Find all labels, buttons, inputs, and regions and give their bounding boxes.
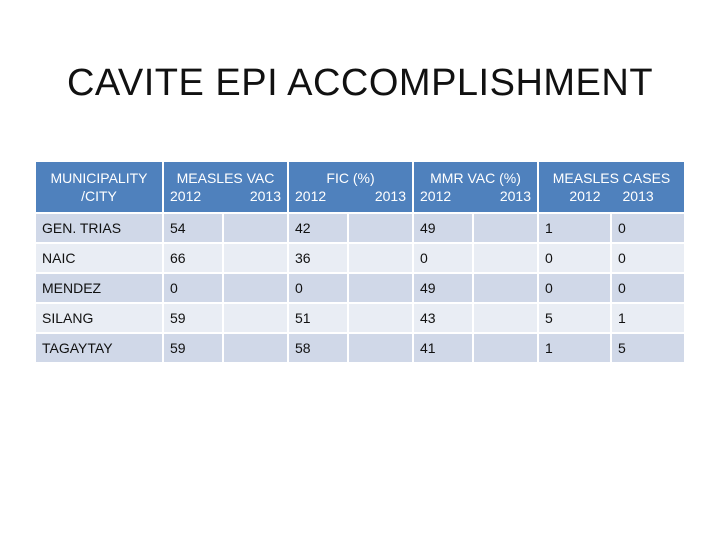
cell-measles-vac-2013 [223,302,289,333]
header-measles-cases-year2: 2013 [622,188,654,204]
cell-measles-vac-2013 [223,212,289,243]
cell-measles-cases-2012: 0 [538,242,613,273]
cell-measles-cases-2013: 1 [611,302,685,333]
cell-measles-vac-2013 [223,242,289,273]
table-row: NAIC 66 36 0 0 0 [36,242,685,273]
cell-mmr-vac-2013 [473,242,540,273]
cell-fic-2013 [348,272,414,303]
cell-measles-cases-2013: 0 [611,242,685,273]
cell-measles-cases-2013: 0 [611,212,685,243]
cell-measles-vac-2012: 59 [163,332,224,362]
cell-municipality: TAGAYTAY [36,332,164,362]
cell-measles-vac-2012: 0 [163,272,224,303]
table-row: SILANG 59 51 43 5 1 [36,302,685,333]
cell-fic-2012: 58 [288,332,349,362]
table-row: MENDEZ 0 0 49 0 0 [36,272,685,303]
cell-municipality: MENDEZ [36,272,164,303]
header-row: MUNICIPALITY /CITY MEASLES VAC 2012 2013… [36,160,685,213]
header-measles-cases-year1: 2012 [569,188,601,204]
epi-table: MUNICIPALITY /CITY MEASLES VAC 2012 2013… [36,160,685,362]
slide-title: CAVITE EPI ACCOMPLISHMENT [66,62,654,104]
cell-municipality: GEN. TRIAS [36,212,164,243]
cell-measles-vac-2013 [223,332,289,362]
cell-municipality: SILANG [36,302,164,333]
header-mmr-vac-label: MMR VAC (%) [430,170,521,186]
header-municipality-label: MUNICIPALITY /CITY [50,170,148,204]
cell-mmr-vac-2013 [473,272,540,303]
cell-measles-cases-2013: 5 [611,332,685,362]
cell-mmr-vac-2012: 0 [413,242,474,273]
cell-measles-cases-2012: 5 [538,302,613,333]
header-mmr-vac-year2: 2013 [499,188,532,204]
cell-fic-2012: 51 [288,302,349,333]
cell-fic-2013 [348,302,414,333]
cell-municipality: NAIC [36,242,164,273]
cell-measles-cases-2012: 1 [538,212,613,243]
cell-mmr-vac-2013 [473,332,540,362]
header-measles-cases: MEASLES CASES 2012 2013 [538,160,685,213]
header-fic: FIC (%) 2012 2013 [288,160,414,213]
cell-fic-2012: 42 [288,212,349,243]
cell-fic-2012: 0 [288,272,349,303]
cell-mmr-vac-2012: 49 [413,212,474,243]
cell-mmr-vac-2012: 49 [413,272,474,303]
table-row: GEN. TRIAS 54 42 49 1 0 [36,212,685,243]
header-mmr-vac-year1: 2012 [420,188,452,204]
header-mmr-vac: MMR VAC (%) 2012 2013 [413,160,540,213]
header-measles-cases-label: MEASLES CASES [552,170,671,186]
cell-mmr-vac-2013 [473,212,540,243]
cell-measles-vac-2012: 54 [163,212,224,243]
header-fic-year1: 2012 [295,188,327,204]
cell-fic-2012: 36 [288,242,349,273]
cell-fic-2013 [348,242,414,273]
cell-measles-cases-2012: 1 [538,332,613,362]
header-municipality: MUNICIPALITY /CITY [36,160,164,213]
cell-fic-2013 [348,212,414,243]
cell-measles-cases-2012: 0 [538,272,613,303]
header-fic-label: FIC (%) [326,170,375,186]
cell-mmr-vac-2012: 43 [413,302,474,333]
cell-fic-2013 [348,332,414,362]
table-row: TAGAYTAY 59 58 41 1 5 [36,332,685,362]
header-measles-vac-year2: 2013 [249,188,281,204]
header-measles-vac-year1: 2012 [170,188,202,204]
header-measles-vac: MEASLES VAC 2012 2013 [163,160,289,213]
cell-measles-cases-2013: 0 [611,272,685,303]
header-measles-vac-label: MEASLES VAC [176,170,275,186]
header-fic-year2: 2013 [374,188,406,204]
cell-mmr-vac-2013 [473,302,540,333]
cell-measles-vac-2012: 66 [163,242,224,273]
cell-mmr-vac-2012: 41 [413,332,474,362]
cell-measles-vac-2012: 59 [163,302,224,333]
cell-measles-vac-2013 [223,272,289,303]
